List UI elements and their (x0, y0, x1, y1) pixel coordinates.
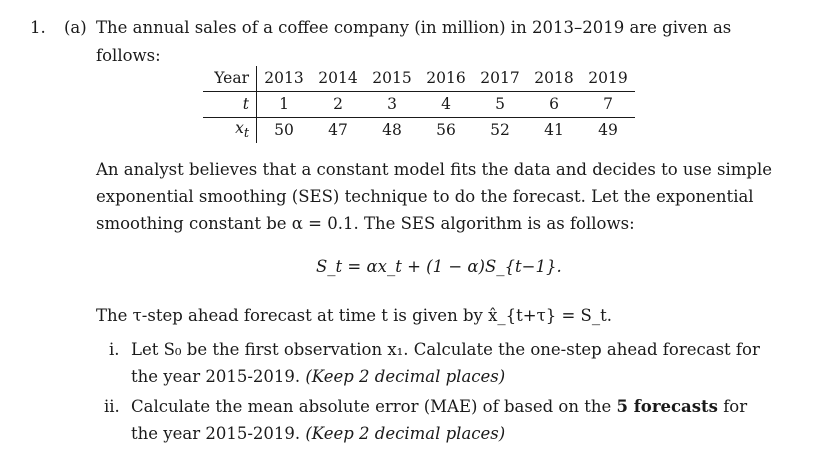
item-i-note: (Keep 2 decimal places) (305, 367, 506, 386)
year-cell: 2016 (419, 66, 473, 92)
t-cell: 5 (473, 91, 527, 118)
table-row-t: t 1 2 3 4 5 6 7 (203, 91, 635, 118)
t-cell: 3 (365, 91, 419, 118)
x-cell: 49 (598, 121, 618, 140)
item-ii-bold: 5 forecasts (616, 397, 718, 416)
year-cell: 2019 (581, 66, 635, 92)
item-ii-line2: the year 2015-2019. (Keep 2 decimal plac… (131, 424, 505, 444)
row-label-t: t (203, 91, 257, 118)
t-cell: 7 (581, 91, 635, 118)
x-cell: 56 (436, 121, 456, 140)
year-cell: 2017 (473, 66, 527, 92)
sales-table: Year 2013 2014 2015 2016 2017 2018 2019 … (203, 66, 635, 143)
forecast-sentence: The τ-step ahead forecast at time t is g… (96, 306, 612, 325)
question-intro-line2: follows: (96, 46, 161, 65)
paragraph-line1: An analyst believes that a constant mode… (96, 160, 772, 179)
row-label-x-base: x (235, 119, 244, 138)
t-cell: 6 (527, 91, 581, 118)
item-ii-line2-text: the year 2015-2019. (131, 424, 301, 443)
row-label-x: xt (203, 117, 257, 143)
item-ii-line1-text: Calculate the mean absolute error (MAE) … (131, 397, 612, 416)
x-cell: 47 (328, 121, 348, 140)
t-cell: 2 (311, 91, 365, 118)
item-number-i: i. (109, 340, 120, 359)
paragraph-line3: smoothing constant be α = 0.1. The SES a… (96, 214, 635, 233)
item-i-line1: Let S₀ be the first observation x₁. Calc… (131, 340, 760, 359)
ses-formula: S_t = αx_t + (1 − α)S_{t−1}. (316, 257, 562, 276)
item-number-ii: ii. (104, 397, 120, 416)
question-part: (a) (64, 18, 87, 37)
x-cell: 41 (544, 121, 564, 140)
item-ii-line1: Calculate the mean absolute error (MAE) … (131, 397, 747, 417)
item-i-line2: the year 2015-2019. (Keep 2 decimal plac… (131, 367, 505, 387)
year-cell: 2013 (256, 66, 311, 92)
year-cell: 2015 (365, 66, 419, 92)
year-cell: 2014 (311, 66, 365, 92)
item-i-line2-text: the year 2015-2019. (131, 367, 301, 386)
question-number: 1. (30, 18, 46, 37)
t-cell: 4 (419, 91, 473, 118)
row-label-year: Year (203, 66, 257, 92)
x-cell: 52 (490, 121, 510, 140)
paragraph-line2: exponential smoothing (SES) technique to… (96, 187, 754, 206)
t-cell: 1 (256, 91, 311, 118)
table-row-x: xt 50 47 48 56 52 41 49 (203, 117, 635, 143)
x-cell: 48 (382, 121, 402, 140)
year-cell: 2018 (527, 66, 581, 92)
item-ii-line1-end: for (723, 397, 748, 416)
row-label-x-subscript: t (243, 126, 249, 142)
item-ii-note: (Keep 2 decimal places) (305, 424, 506, 443)
x-cell: 50 (274, 121, 294, 140)
question-intro-line1: The annual sales of a coffee company (in… (96, 18, 732, 37)
table-row-year: Year 2013 2014 2015 2016 2017 2018 2019 (203, 66, 635, 92)
